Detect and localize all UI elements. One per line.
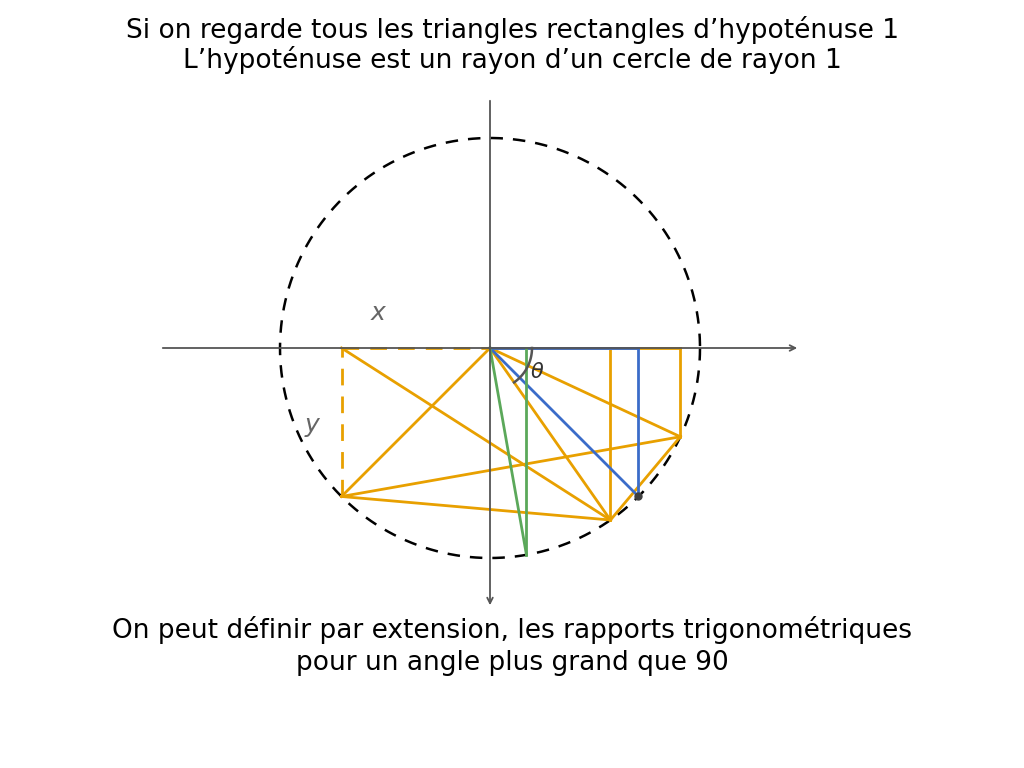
Text: Si on regarde tous les triangles rectangles d’hypoténuse 1: Si on regarde tous les triangles rectang… bbox=[126, 16, 898, 44]
Text: On peut définir par extension, les rapports trigonométriques: On peut définir par extension, les rappo… bbox=[112, 616, 912, 644]
Text: $y$: $y$ bbox=[303, 415, 322, 439]
Text: $x$: $x$ bbox=[370, 301, 388, 325]
Text: $\theta$: $\theta$ bbox=[530, 362, 545, 382]
Text: L’hypoténuse est un rayon d’un cercle de rayon 1: L’hypoténuse est un rayon d’un cercle de… bbox=[182, 46, 842, 74]
Text: pour un angle plus grand que 90: pour un angle plus grand que 90 bbox=[296, 650, 728, 676]
